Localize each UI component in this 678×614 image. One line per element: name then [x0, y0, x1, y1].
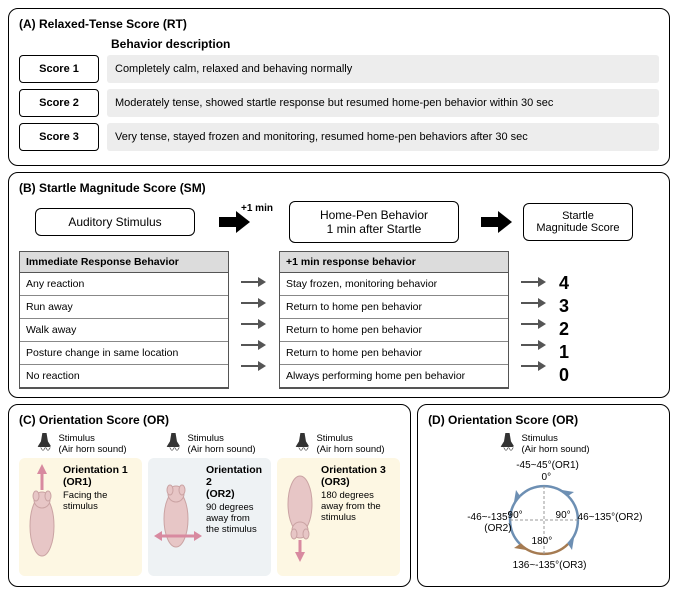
card-body: Orientation 3 (OR3) 180 degrees away fro… — [277, 458, 400, 576]
arrow-icon — [241, 359, 267, 373]
or-card: 〰 Stimulus(Air horn sound) Orientati — [19, 433, 142, 576]
score-row: Score 2 Moderately tense, showed startle… — [19, 89, 659, 117]
arrow-col — [517, 251, 551, 373]
table-cell: Run away — [20, 296, 228, 319]
score-label: Score 2 — [19, 89, 99, 117]
panel-c: (C) Orientation Score (OR) 〰 Stimulus(Ai… — [8, 404, 411, 587]
or-title: Orientation 3 — [321, 464, 394, 476]
flow-auditory: Auditory Stimulus — [35, 208, 195, 236]
sm-score: 4 — [559, 273, 569, 294]
table-cell: Return to home pen behavior — [280, 342, 508, 365]
or-title: Orientation 1 — [63, 464, 136, 476]
or2-right: 46~135°(OR2) — [578, 512, 648, 523]
table-header: Immediate Response Behavior — [20, 252, 228, 273]
stim-label: (Air horn sound) — [316, 444, 384, 455]
table-cell: Walk away — [20, 319, 228, 342]
flow-homepen: Home-Pen Behavior 1 min after Startle — [289, 201, 459, 243]
table-cell: Stay frozen, monitoring behavior — [280, 273, 508, 296]
horn-icon: 〰 — [34, 433, 54, 455]
angle-0: 0° — [542, 472, 552, 483]
panel-c-title: (C) Orientation Score (OR) — [19, 413, 400, 427]
flow-line: Magnitude Score — [536, 222, 619, 234]
table-cell: Always performing home pen behavior — [280, 365, 508, 388]
flow-line: 1 min after Startle — [327, 222, 422, 236]
card-body: Orientation 2 (OR2) 90 degrees away from… — [148, 458, 271, 576]
stim-label: Stimulus — [521, 433, 557, 444]
table-cell: Posture change in same location — [20, 342, 228, 365]
panel-d-title: (D) Orientation Score (OR) — [428, 413, 659, 427]
angle-90r: 90° — [556, 510, 571, 521]
or-card: 〰 Stimulus(Air horn sound) — [148, 433, 271, 576]
stim-label: (Air horn sound) — [58, 444, 126, 455]
horn-icon: 〰 — [497, 433, 517, 455]
pig-icon — [283, 464, 317, 564]
or-code: (OR3) — [321, 476, 394, 488]
sm-score: 2 — [559, 319, 569, 340]
panel-b: (B) Startle Magnitude Score (SM) Auditor… — [8, 172, 670, 398]
flow-line: Home-Pen Behavior — [320, 208, 428, 222]
arrow-col — [237, 251, 271, 373]
table-cell: Any reaction — [20, 273, 228, 296]
stim-label: (Air horn sound) — [187, 444, 255, 455]
or-title: Orientation 2 — [206, 464, 265, 488]
or-desc: Facing the stimulus — [63, 490, 136, 512]
sm-score: 3 — [559, 296, 569, 317]
arrow-icon — [521, 275, 547, 289]
plus1-table: +1 min response behavior Stay frozen, mo… — [279, 251, 509, 389]
or-code: (OR1) — [63, 476, 136, 488]
b-columns: Immediate Response Behavior Any reaction… — [19, 251, 659, 389]
score-label: Score 3 — [19, 123, 99, 151]
stim-label: Stimulus — [187, 433, 223, 444]
plus-one-min: +1 min — [241, 203, 273, 214]
or-card: 〰 Stimulus(Air horn sound) Orientation 3 — [277, 433, 400, 576]
or2-left: -46~-135°(OR2) — [442, 512, 512, 534]
pig-icon — [154, 464, 202, 564]
or-code: (OR2) — [206, 488, 265, 500]
or3-range: 136~-135°(OR3) — [500, 560, 600, 571]
behavior-desc-header: Behavior description — [111, 37, 659, 51]
score-desc: Very tense, stayed frozen and monitoring… — [107, 123, 659, 151]
arrow-icon — [241, 275, 267, 289]
sm-score: 1 — [559, 342, 569, 363]
arrow-icon — [241, 338, 267, 352]
panel-a-title: (A) Relaxed-Tense Score (RT) — [19, 17, 659, 31]
flow-sm: Startle Magnitude Score — [523, 203, 633, 241]
table-header: +1 min response behavior — [280, 252, 508, 273]
or-desc: 180 degrees away from the stimulus — [321, 490, 394, 523]
pig-icon — [25, 464, 59, 564]
arrow-icon — [521, 338, 547, 352]
panel-a: (A) Relaxed-Tense Score (RT) Behavior de… — [8, 8, 670, 166]
panel-b-title: (B) Startle Magnitude Score (SM) — [19, 181, 659, 195]
arrow-icon — [521, 296, 547, 310]
horn-icon: 〰 — [292, 433, 312, 455]
flow-line: Startle — [562, 210, 594, 222]
arrow-icon — [241, 317, 267, 331]
angle-180: 180° — [532, 536, 553, 547]
arrow-icon — [241, 296, 267, 310]
score-row: Score 3 Very tense, stayed frozen and mo… — [19, 123, 659, 151]
score-label: Score 1 — [19, 55, 99, 83]
flow-row: Auditory Stimulus +1 min Home-Pen Behavi… — [19, 201, 659, 243]
table-cell: Return to home pen behavior — [280, 296, 508, 319]
stim-label: Stimulus — [316, 433, 352, 444]
score-desc: Moderately tense, showed startle respons… — [107, 89, 659, 117]
arrow-icon — [521, 317, 547, 331]
stim-label: (Air horn sound) — [521, 444, 589, 455]
table-cell: No reaction — [20, 365, 228, 388]
horn-icon: 〰 — [163, 433, 183, 455]
sm-score: 0 — [559, 365, 569, 386]
panel-d: (D) Orientation Score (OR) 〰 Stimulus(Ai… — [417, 404, 670, 587]
or-desc: 90 degrees away from the stimulus — [206, 502, 265, 535]
score-row: Score 1 Completely calm, relaxed and beh… — [19, 55, 659, 83]
stim-label: Stimulus — [58, 433, 94, 444]
score-col: 4 3 2 1 0 — [559, 251, 569, 386]
card-body: Orientation 1 (OR1) Facing the stimulus — [19, 458, 142, 576]
arrow-icon — [521, 359, 547, 373]
immediate-table: Immediate Response Behavior Any reaction… — [19, 251, 229, 389]
score-desc: Completely calm, relaxed and behaving no… — [107, 55, 659, 83]
table-cell: Return to home pen behavior — [280, 319, 508, 342]
or1-range: -45~45°(OR1) — [508, 460, 588, 471]
